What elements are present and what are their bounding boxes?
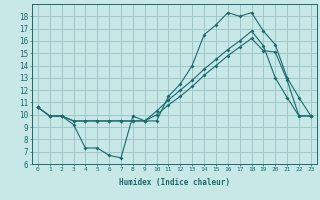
X-axis label: Humidex (Indice chaleur): Humidex (Indice chaleur) xyxy=(119,178,230,187)
